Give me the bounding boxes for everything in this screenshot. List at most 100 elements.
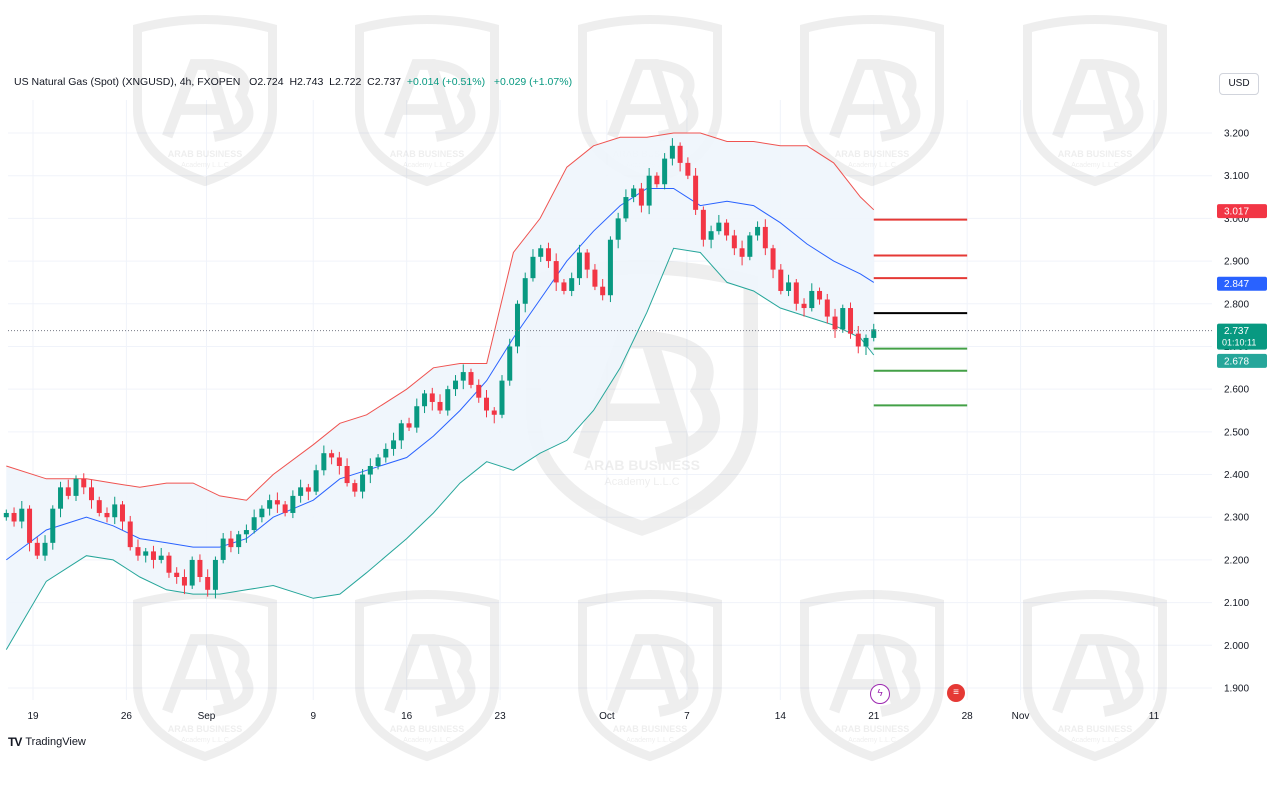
price-tick-label: 1.900 [1224,684,1249,695]
price-tick-label: 2.200 [1224,555,1249,566]
candle-body [654,175,660,185]
change-secondary-value: +0.029 (+1.07%) [493,76,573,88]
candle-body [460,372,466,381]
watermark-logo: ARAB BUSINESS Academy L.L.C [133,15,277,187]
candle-body [840,308,846,330]
candle-body [96,500,102,513]
candle-body [801,303,807,309]
us-flag-event-icon[interactable]: ≡ [947,684,965,702]
time-tick-label: 19 [27,711,39,722]
candle-body [584,252,590,270]
candle-body [344,466,350,484]
candle-body [336,457,342,466]
watermark-subtext: Academy L.L.C [848,737,896,744]
watermark-shield [578,590,722,762]
candle-body [809,290,815,309]
watermark-letter-b [208,634,254,717]
watermark-logo: ARAB BUSINESS Academy L.L.C [133,590,277,762]
watermark-letter-a [162,634,238,714]
watermark-letter-a [1052,634,1128,714]
level-lines [8,218,1212,407]
price-label-box [1217,323,1267,350]
watermark-subtext: Academy L.L.C [181,737,229,744]
tradingview-logo[interactable]: TV TradingView [8,735,86,749]
candle-body [65,487,71,496]
candle-body [453,380,459,390]
low-value: L2.722 [329,76,362,88]
watermark-text: ARAB BUSINESS [390,724,465,734]
candle-body [646,175,652,206]
watermark-text: ARAB BUSINESS [835,724,910,734]
candle-body [522,278,528,304]
time-tick-label: 7 [684,711,690,722]
candle-body [313,470,319,492]
candle-body [34,542,40,556]
candle-body [212,559,218,590]
watermark-logo: ARAB BUSINESS Academy L.L.C [1023,590,1167,762]
candle-body [607,239,613,296]
candlesticks [3,138,877,599]
watermark-letter-b [653,59,699,142]
candle-body [561,282,567,291]
candle-body [143,551,149,556]
price-label-box [1217,204,1267,219]
watermark-subtext: Academy L.L.C [403,162,451,169]
price-label-box [1217,276,1267,291]
event-flash-icon[interactable]: ϟ [870,684,890,704]
price-tick-label: 2.000 [1224,641,1249,652]
band-fill [6,133,874,650]
time-axis[interactable]: 19 26 Sep 9 16 23 Oct 7 14 21 28 Nov 11 [27,711,1159,722]
time-tick-label: 9 [310,711,316,722]
bollinger-bands [5,132,875,650]
lower-band-line [5,247,875,650]
candle-body [27,508,33,543]
candle-body [638,188,644,206]
candle-body [414,406,420,428]
symbol-title[interactable]: US Natural Gas (Spot) (XNGUSD), 4h, FXOP… [14,76,241,88]
time-tick-label: Oct [599,711,615,722]
time-tick-label: Nov [1012,711,1030,722]
currency-button[interactable]: USD [1219,73,1259,95]
candle-body [267,500,273,509]
candle-body [491,410,497,415]
candle-body [445,389,451,411]
watermark-subtext: Academy L.L.C [604,476,679,488]
candle-body [189,559,195,586]
candle-body [181,577,187,586]
candle-body [73,478,79,496]
candle-body [863,337,869,347]
candle-body [422,393,428,407]
price-tick-label: 2.300 [1224,513,1249,524]
candle-body [375,457,381,466]
candle-body [282,504,288,513]
candle-body [274,500,280,505]
candle-body [236,534,242,548]
candle-body [685,162,691,176]
candle-body [298,487,304,496]
watermark-letter-b [653,634,699,717]
candle-body [592,269,598,287]
watermark-subtext: Academy L.L.C [848,162,896,169]
candle-body [786,282,792,291]
price-tick-label: 2.400 [1224,470,1249,481]
candle-body [817,290,823,300]
candle-body [11,512,17,522]
candle-body [793,282,799,304]
candle-body [762,226,768,249]
watermark-shield [1023,15,1167,187]
candle-body [778,269,784,291]
time-tick-label: 14 [775,711,787,722]
price-tick-label: 3.000 [1224,214,1249,225]
candle-body [383,448,389,458]
watermark-text: ARAB BUSINESS [584,457,700,473]
watermark-subtext: Academy L.L.C [1071,162,1119,169]
candle-body [437,401,443,411]
candle-body [50,508,56,543]
candle-body [569,278,575,291]
watermark-letter-b [875,634,921,717]
candle-body [755,226,761,236]
candle-body [848,308,854,334]
close-value: C2.737 [367,76,401,88]
candle-body [305,487,311,492]
